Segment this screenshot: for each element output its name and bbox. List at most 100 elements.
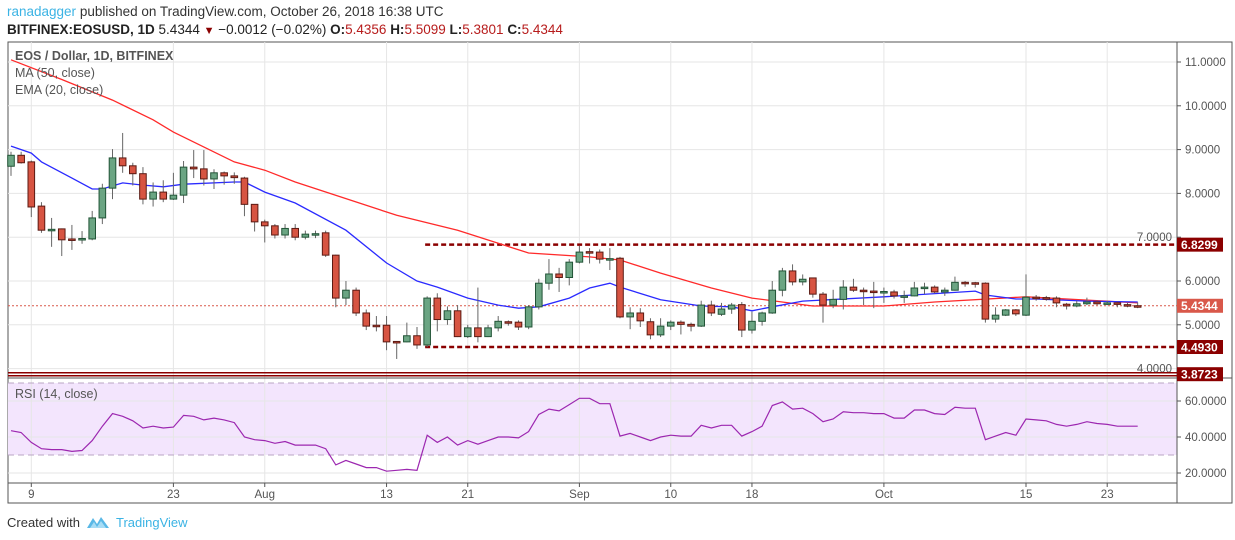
candle-body bbox=[504, 321, 513, 324]
candle-body bbox=[626, 312, 634, 318]
level-badge: 6.8299 bbox=[1181, 238, 1218, 252]
candle-body bbox=[555, 273, 563, 278]
candle-body bbox=[301, 233, 310, 238]
candle bbox=[646, 318, 655, 340]
candle-body bbox=[129, 165, 137, 175]
candle bbox=[1123, 302, 1132, 308]
candle bbox=[545, 259, 553, 290]
candle bbox=[981, 282, 990, 323]
candle-body bbox=[230, 175, 239, 179]
candle-body bbox=[636, 312, 645, 322]
candle bbox=[656, 318, 665, 338]
candle bbox=[494, 316, 502, 332]
price-tick-label: 4.0000 bbox=[1137, 364, 1172, 376]
candle bbox=[392, 340, 401, 359]
candle bbox=[301, 230, 310, 240]
candle-body bbox=[941, 289, 949, 293]
candle-body bbox=[859, 289, 868, 293]
x-tick-label: Oct bbox=[875, 489, 894, 501]
candle bbox=[484, 324, 492, 338]
candle-body bbox=[738, 304, 746, 331]
candle bbox=[677, 320, 685, 335]
candle-body bbox=[910, 287, 919, 297]
candle-body bbox=[250, 203, 259, 223]
candle bbox=[758, 311, 766, 326]
candle-body bbox=[1032, 296, 1040, 300]
author-link[interactable]: ranadagger bbox=[7, 4, 77, 19]
candle bbox=[504, 320, 513, 326]
candle-body bbox=[108, 157, 117, 189]
candle bbox=[961, 281, 969, 287]
candle-body bbox=[321, 232, 330, 256]
candle bbox=[1103, 300, 1112, 306]
candle bbox=[200, 150, 208, 186]
candle-body bbox=[656, 325, 665, 336]
candle bbox=[1113, 301, 1122, 308]
candle-body bbox=[57, 228, 66, 241]
candle bbox=[930, 285, 939, 294]
candle-body bbox=[778, 270, 787, 291]
candle-body bbox=[78, 238, 86, 241]
candle bbox=[941, 287, 949, 296]
candle bbox=[220, 171, 228, 185]
candle bbox=[281, 224, 289, 239]
candle-body bbox=[585, 251, 594, 254]
candle bbox=[636, 308, 645, 327]
candle bbox=[250, 203, 259, 232]
candle bbox=[260, 219, 269, 243]
candle bbox=[271, 224, 279, 239]
candle bbox=[697, 300, 706, 327]
candle-body bbox=[545, 273, 553, 284]
candle-body bbox=[1042, 297, 1051, 300]
candle bbox=[687, 322, 695, 332]
candle-body bbox=[1103, 302, 1112, 305]
candle-body bbox=[920, 286, 929, 290]
candle bbox=[413, 326, 421, 349]
candle-body bbox=[342, 289, 350, 299]
candle bbox=[951, 276, 959, 291]
candle-body bbox=[362, 312, 371, 327]
x-tick-label: 23 bbox=[167, 489, 180, 501]
symbol-label: BITFINEX:EOSUSD, 1D bbox=[7, 22, 155, 37]
candle-body bbox=[880, 291, 888, 294]
candle-body bbox=[595, 251, 604, 260]
candle-body bbox=[1001, 309, 1010, 316]
candle bbox=[1093, 300, 1101, 306]
candle bbox=[342, 281, 350, 306]
candle bbox=[118, 132, 127, 173]
candle-body bbox=[677, 321, 685, 325]
candle bbox=[210, 169, 218, 190]
candle-body bbox=[433, 297, 442, 321]
candle-body bbox=[159, 191, 168, 200]
candle bbox=[778, 267, 787, 297]
candle-body bbox=[494, 320, 502, 329]
candle-body bbox=[179, 166, 188, 196]
candle-body bbox=[403, 335, 411, 343]
candle-body bbox=[961, 281, 969, 285]
tradingview-link[interactable]: TradingView bbox=[115, 514, 188, 530]
candle-body bbox=[463, 327, 472, 338]
tradingview-logo-icon bbox=[86, 517, 109, 528]
candle bbox=[47, 217, 56, 247]
candle-body bbox=[210, 172, 218, 180]
candle bbox=[1032, 295, 1040, 301]
candle bbox=[403, 322, 411, 343]
candle bbox=[524, 305, 533, 330]
price-tick-label: 9.0000 bbox=[1185, 145, 1220, 157]
last-price-badge: 5.4344 bbox=[1181, 299, 1218, 313]
rsi-tick-label: 60.0000 bbox=[1185, 396, 1227, 408]
candle-body bbox=[37, 205, 46, 231]
candle-body bbox=[809, 277, 817, 295]
candle bbox=[98, 183, 107, 225]
candle-body bbox=[839, 286, 848, 300]
candle bbox=[1042, 295, 1051, 301]
candle bbox=[1133, 302, 1142, 309]
candle-body bbox=[189, 166, 198, 170]
candle-body bbox=[382, 324, 391, 343]
candle-body bbox=[535, 282, 543, 308]
candle-body bbox=[890, 291, 898, 297]
candle-body bbox=[575, 251, 584, 263]
candle-body bbox=[1093, 301, 1101, 305]
legend-ema: EMA (20, close) bbox=[15, 83, 103, 97]
